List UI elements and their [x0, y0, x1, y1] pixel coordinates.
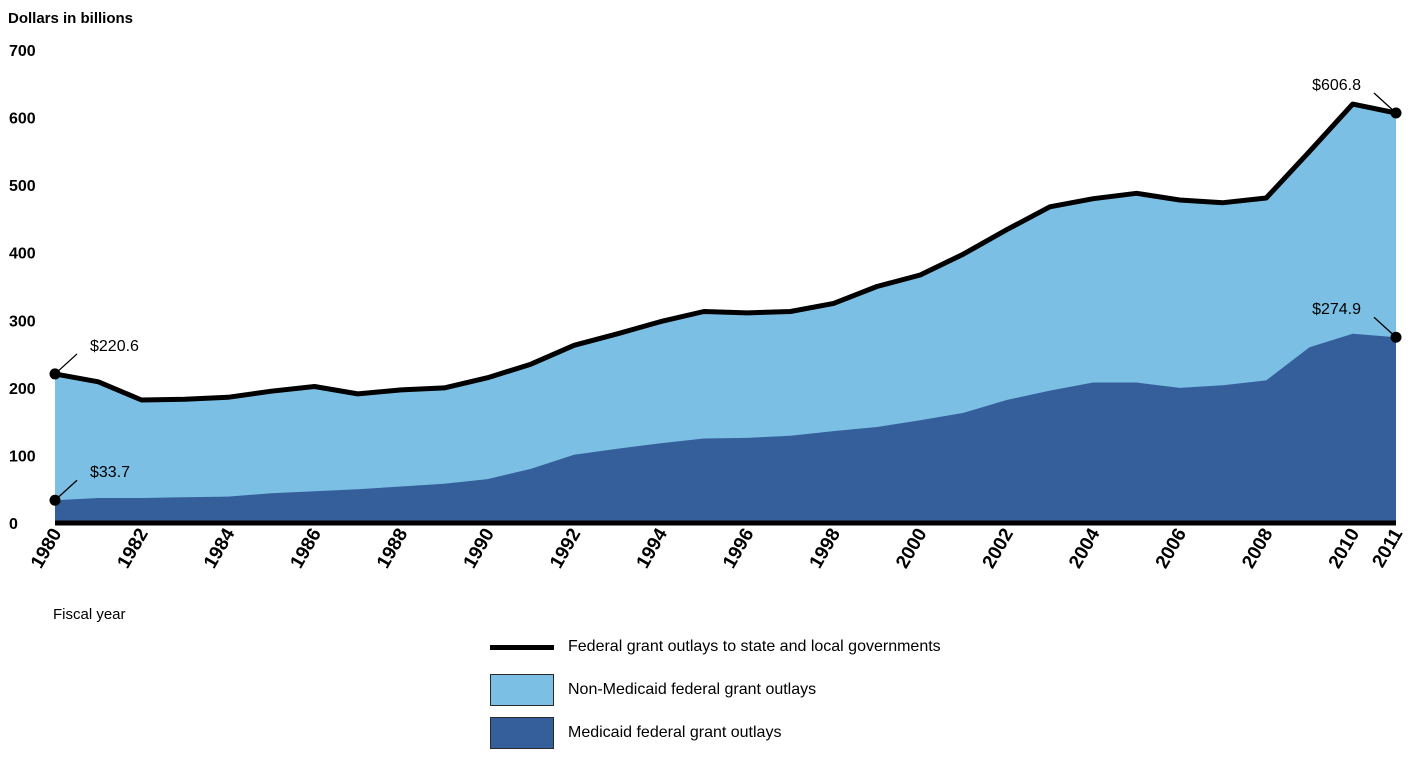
legend-item-medicaid: Medicaid federal grant outlays [490, 715, 1050, 751]
legend-key-non-medicaid-swatch [490, 674, 554, 706]
x-tick-label: 1996 [719, 525, 758, 572]
annotation-dot [49, 368, 61, 380]
annotation-label: $274.9 [1312, 301, 1361, 318]
x-tick-label: 1980 [27, 525, 66, 572]
y-tick-label: 600 [9, 111, 36, 128]
legend-item-total: Federal grant outlays to state and local… [490, 629, 1050, 665]
annotation-dot [1390, 107, 1402, 119]
y-tick-label: 300 [9, 313, 36, 330]
y-tick-label: 100 [9, 448, 36, 465]
x-tick-label: 2004 [1065, 525, 1105, 572]
x-tick-label: 1984 [200, 525, 240, 572]
x-tick-label: 2011 [1369, 525, 1408, 572]
x-tick-label: 1994 [633, 525, 673, 572]
x-tick-label: 1988 [373, 525, 412, 572]
y-tick-label: 0 [9, 516, 18, 533]
annotation: $274.9 [1312, 301, 1402, 343]
x-tick-label: 1986 [287, 525, 326, 572]
y-tick-label: 700 [9, 43, 36, 60]
legend-item-non-medicaid: Non-Medicaid federal grant outlays [490, 672, 1050, 708]
legend-label-non-medicaid: Non-Medicaid federal grant outlays [568, 681, 817, 698]
legend-label-total: Federal grant outlays to state and local… [568, 638, 941, 655]
x-axis-ticks: 1980 1982 1984 1986 1988 1990 1992 1994 1996 1998… [27, 525, 1408, 572]
x-axis-title: Fiscal year [53, 606, 126, 623]
x-tick-label: 2000 [892, 525, 931, 572]
legend-key-medicaid-swatch [490, 717, 554, 749]
annotation-label: $33.7 [90, 464, 130, 481]
annotation: $33.7 [49, 464, 130, 506]
y-axis-title: Dollars in billions [8, 10, 133, 27]
x-tick-label: 1982 [114, 525, 153, 572]
annotation-dot [1390, 331, 1402, 343]
medicaid-area [55, 333, 1396, 523]
annotation-label: $606.8 [1312, 77, 1361, 94]
legend: Federal grant outlays to state and local… [490, 629, 1050, 758]
total-outlays-line [54, 101, 1397, 403]
x-tick-label: 1990 [460, 525, 499, 572]
annotation: $606.8 [1312, 77, 1402, 119]
x-tick-label: 2010 [1325, 525, 1364, 572]
x-tick-label: 2002 [979, 525, 1018, 572]
y-tick-label: 400 [9, 246, 36, 263]
legend-label-medicaid: Medicaid federal grant outlays [568, 724, 782, 741]
y-axis-ticks: 0 100 200 300 400 500 600 700 [9, 43, 36, 533]
x-tick-label: 2006 [1152, 525, 1191, 572]
x-tick-label: 1992 [546, 525, 585, 572]
annotation: $220.6 [49, 338, 139, 380]
legend-key-line [490, 644, 554, 650]
value-annotations: $220.6 $33.7 $606.8 $274.9 [49, 77, 1402, 506]
y-tick-label: 500 [9, 178, 36, 195]
annotation-dot [49, 494, 61, 506]
annotation-label: $220.6 [90, 338, 139, 355]
y-tick-label: 200 [9, 381, 36, 398]
x-tick-label: 1998 [806, 525, 845, 572]
x-tick-label: 2008 [1238, 525, 1277, 572]
